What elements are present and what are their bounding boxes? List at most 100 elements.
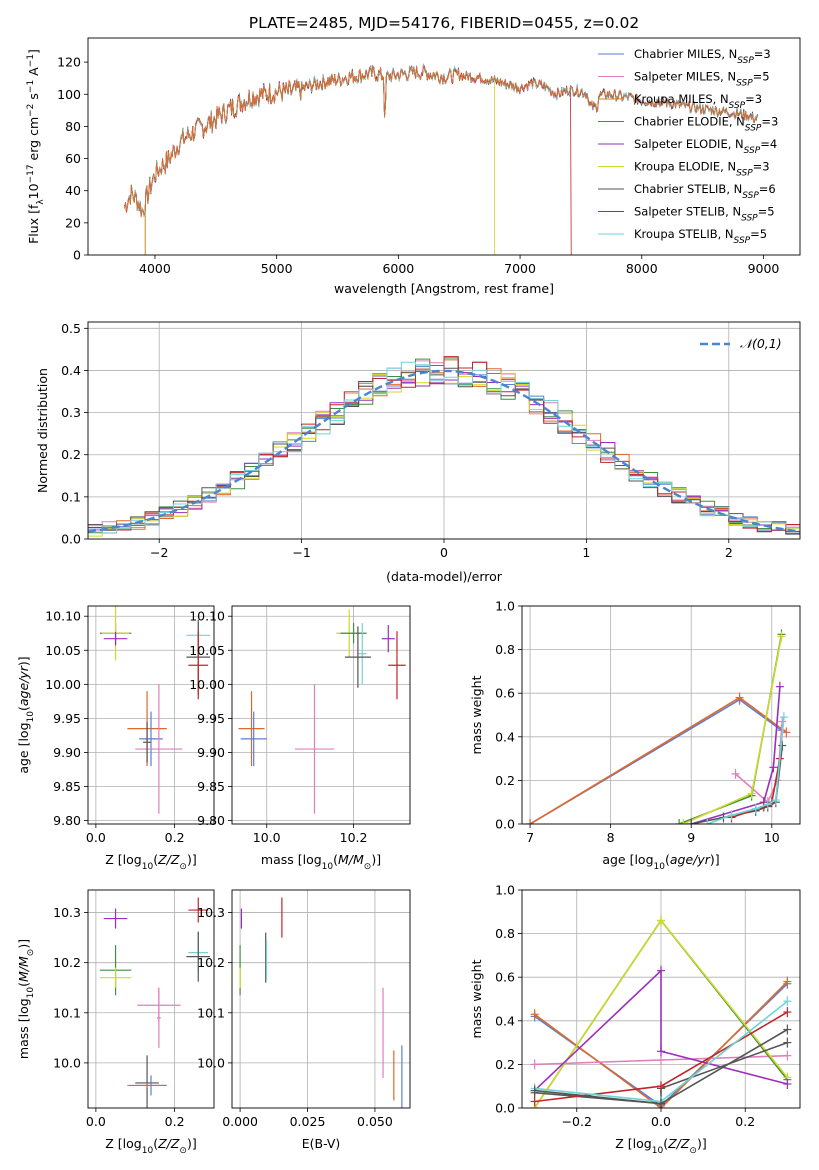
weight-series-line [534,1041,788,1105]
y-tick-label: 100 [57,87,81,102]
y-axis-label: Normed distribution [35,368,50,493]
y-tick-label: 0.2 [495,1057,515,1072]
y-tick-label: 9.90 [197,745,225,760]
x-tick-label: −1 [292,545,310,560]
axes-frame [87,37,801,256]
panel-age-vs-mass: 10.0 10.2 9.80 9.85 9.90 9.95 10.00 10.05 10.10 m… [189,605,411,872]
y-tick-label: 0.1 [61,489,81,504]
y-tick-label: 80 [65,119,81,134]
y-tick-label: 40 [65,183,81,198]
legend-label: Kroupa ELODIE, NSSP=3 [634,160,770,179]
x-tick-label: 2 [725,545,733,560]
x-tick-label: −0.2 [562,1114,592,1129]
x-tick-label: 8000 [626,261,658,276]
panel-mass-vs-ebv: 0.000 0.025 0.050 10.0 10.1 10.2 10.3 E(B-V) [197,889,411,1151]
legend-label: Chabrier MILES, NSSP=3 [634,47,771,66]
x-tick-label: 10 [764,830,780,845]
legend-label: Salpeter MILES, NSSP=5 [634,70,770,89]
figure-title: PLATE=2485, MJD=54176, FIBERID=0455, z=0… [249,14,639,32]
plot-area [238,609,406,814]
plot-area [530,915,792,1108]
axes-frame [231,889,411,1109]
y-tick-label: 9.90 [53,745,81,760]
y-tick-label: 9.95 [53,711,81,726]
spectrum-series-line [124,65,758,217]
axes-frame [87,605,215,825]
panel-mass-weight-vs-Z: −0.2 0.0 0.2 0.0 0.2 0.4 0.6 0.8 1.0 Z [log10(Z/Z… [469,883,801,1156]
y-tick-label: 0.3 [61,405,81,420]
x-tick-label: 10.0 [253,830,281,845]
y-tick-label: 10.05 [189,643,225,658]
panel-mass-vs-Z: 0.0 0.2 10.0 10.1 10.2 10.3 Z [log10(Z/Z⊙)] mas… [16,889,215,1156]
axes-frame [521,605,801,825]
legend-label: 𝒩(0,1) [740,336,782,351]
y-tick-label: 0.2 [61,447,81,462]
x-axis-label: Z [log10(Z/Z⊙)] [105,1136,196,1156]
panel-spectrum: 4000 5000 6000 7000 8000 9000 0 20 40 60 80 100 120 w… [26,37,801,296]
x-tick-label: 7 [526,830,534,845]
y-tick-label: 1.0 [495,883,515,898]
y-tick-label: 0.8 [495,642,515,657]
weight-series-line [707,717,785,824]
x-tick-label: 0.2 [165,1114,185,1129]
axes-frame [87,889,215,1109]
x-tick-label: 10.2 [340,830,368,845]
y-tick-label: 0 [73,248,81,263]
x-axis-label: age [log10(age/yr)] [602,852,719,872]
x-tick-label: 0.2 [165,830,185,845]
y-tick-label: 0.8 [495,926,515,941]
x-tick-label: 7000 [504,261,536,276]
gridlines [522,605,800,825]
y-tick-label: 0.0 [495,817,515,832]
y-tick-label: 9.80 [197,813,225,828]
y-tick-label: 9.85 [197,779,225,794]
spectrum-series-line [124,65,572,255]
y-tick-label: 1.0 [495,599,515,614]
y-tick-label: 0.6 [495,686,515,701]
x-tick-label: 0.0 [86,1114,106,1129]
y-tick-label: 120 [57,55,81,70]
spectrum-series-line [124,64,495,255]
gridlines [88,322,800,540]
x-tick-label: 0.2 [735,1114,755,1129]
x-tick-label: 8 [607,830,615,845]
histogram-series [88,361,800,534]
plot-area [124,63,758,255]
x-axis-label: Z [log10(Z/Z⊙)] [615,1136,706,1156]
y-tick-label: 10.1 [53,1005,81,1020]
y-tick-label: 0.0 [61,532,81,547]
plot-area [99,606,211,814]
gaussian-curve [88,369,800,533]
y-tick-label: 10.00 [189,677,225,692]
y-tick-label: 0.5 [61,321,81,336]
x-tick-label: 0.0 [651,1114,671,1129]
y-tick-label: 10.00 [45,677,81,692]
axes-frame [521,889,801,1109]
y-tick-label: 10.0 [197,1055,225,1070]
x-tick-label: 0 [440,545,448,560]
x-tick-label: 1 [582,545,590,560]
legend-label: Kroupa MILES, NSSP=3 [634,92,762,111]
y-tick-label: 0.4 [495,1013,515,1028]
x-tick-label: 0.025 [290,1114,326,1129]
x-axis-label: mass [log10(M/M⊙)] [261,852,381,872]
y-axis-label: mass weight [469,675,484,754]
axes-frame [87,321,801,540]
y-tick-label: 0.0 [495,1101,515,1116]
gridlines [88,890,214,1108]
y-tick-label: 10.3 [53,905,81,920]
panel-mass-weight-vs-age: 7 8 9 10 0.0 0.2 0.4 0.6 0.8 1.0 age [log10(age/yr… [469,599,801,872]
x-tick-label: 4000 [139,261,171,276]
y-tick-label: 9.95 [197,711,225,726]
y-axis-label: age [log10(age/yr)] [16,656,36,773]
y-tick-label: 10.2 [197,955,225,970]
y-tick-label: 9.85 [53,779,81,794]
y-tick-label: 10.1 [197,1005,225,1020]
legend-label: Salpeter STELIB, NSSP=5 [634,205,775,224]
weight-series-line [534,968,788,1092]
y-tick-label: 60 [65,151,81,166]
y-tick-label: 10.0 [53,1055,81,1070]
x-tick-label: 0.050 [357,1114,393,1129]
y-axis-label: mass [log10(M/M⊙)] [16,939,36,1059]
